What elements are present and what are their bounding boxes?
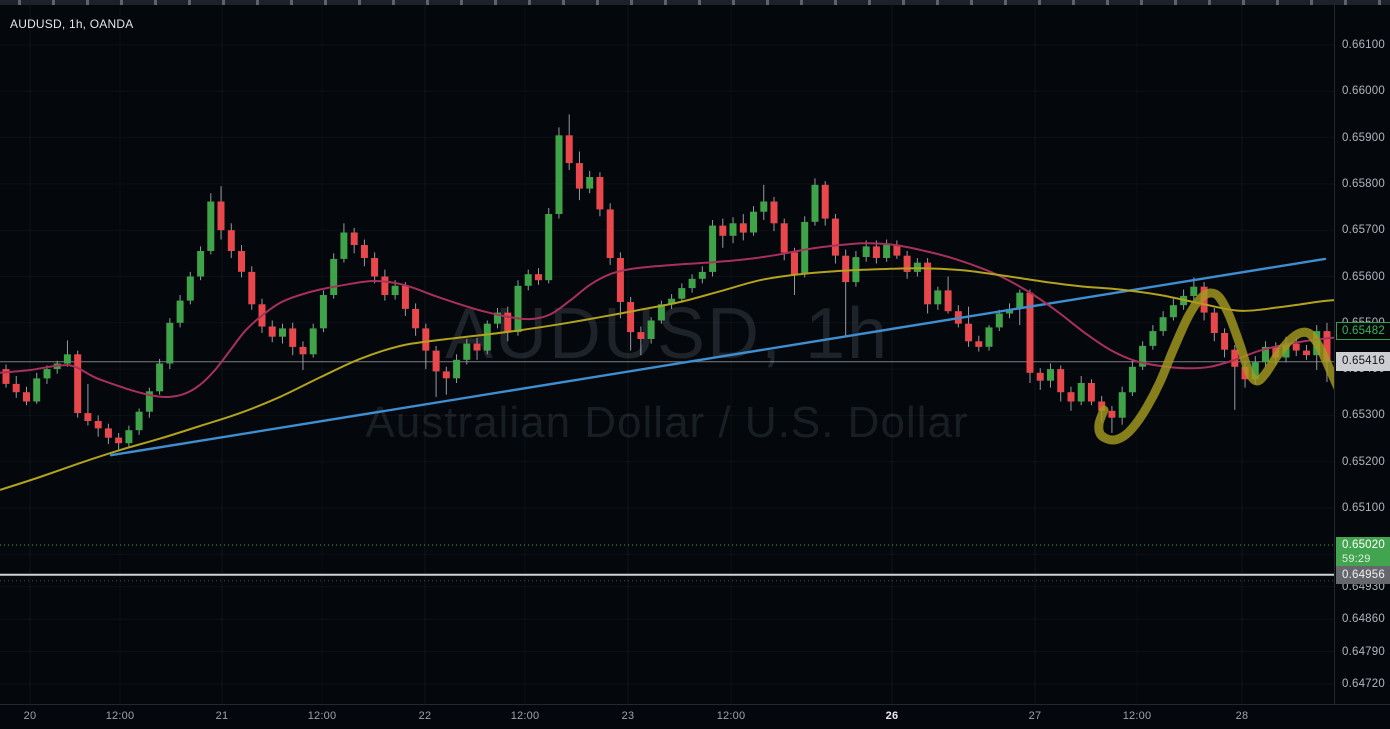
price-tick-label: 0.65300 [1342,409,1385,422]
time-tick-label: 21 [215,710,229,722]
price-tick-label: 0.65600 [1342,270,1385,283]
price-tick-label: 0.65200 [1342,455,1385,468]
time-tick-label: 12:00 [510,710,540,722]
price-tick-label: 0.65700 [1342,224,1385,237]
time-tick-label: 26 [885,710,899,722]
time-tick-label: 23 [621,710,635,722]
time-tick-label: 28 [1235,710,1249,722]
price-tick-label: 0.64860 [1342,613,1385,626]
price-tick-label: 0.66000 [1342,85,1385,98]
symbol-legend[interactable]: AUDUSD, 1h, OANDA [10,17,134,31]
current-price-value: 0.65020 [1342,539,1385,552]
price-tick-label: 0.65800 [1342,177,1385,190]
time-axis[interactable]: 20 12:00 21 12:00 22 12:00 23 12:00 26 27 12:00 28 [0,704,1390,729]
price-chart-canvas[interactable] [0,5,1390,728]
current-price-label: 0.65020 59:29 [1336,537,1390,568]
price-tick-label: 0.66100 [1342,39,1385,51]
alert-price-label[interactable]: 0.65482 [1336,322,1390,341]
time-tick-label: 22 [418,710,432,722]
top-toolbar[interactable] [0,0,1390,5]
hline-upper-price-label: 0.65416 [1336,352,1390,372]
time-tick-label: 12:00 [105,710,135,722]
bar-close-countdown: 59:29 [1342,553,1371,566]
price-axis[interactable]: 0.66100 0.66000 0.65900 0.65800 0.65700 0.656… [1334,5,1390,704]
hline-lower-price-label: 0.64956 [1336,565,1390,584]
time-tick-label: 12:00 [307,710,337,722]
chart-pane[interactable]: AUDUSD, 1h Australian Dollar / U.S. Doll… [0,5,1356,704]
time-tick-label: 27 [1028,710,1042,722]
price-tick-label: 0.65100 [1342,502,1385,514]
price-tick-label: 0.65900 [1342,131,1385,144]
time-tick-label: 20 [23,710,37,722]
time-tick-label: 12:00 [716,710,746,722]
time-tick-label: 12:00 [1122,710,1152,722]
price-tick-label: 0.64790 [1342,645,1385,658]
price-tick-label: 0.64930 [1342,580,1385,593]
price-tick-label: 0.64720 [1342,677,1385,690]
